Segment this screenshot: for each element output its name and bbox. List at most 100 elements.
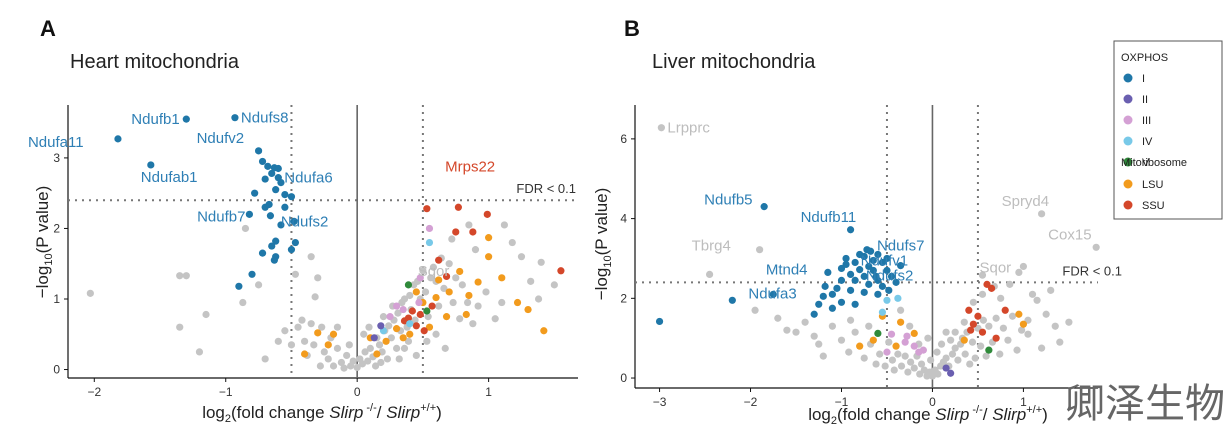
data-point-SSU bbox=[969, 320, 977, 328]
data-point-grey bbox=[361, 348, 369, 356]
data-point-SSU bbox=[442, 272, 451, 281]
data-point-grey bbox=[792, 328, 800, 336]
data-point-grey bbox=[432, 330, 440, 338]
data-point-grey bbox=[274, 337, 282, 345]
data-point-complex-I bbox=[878, 258, 887, 267]
data-point-complex-I bbox=[277, 178, 285, 187]
data-point-grey bbox=[924, 334, 932, 342]
panel-a-ylabel-post: (P value) bbox=[33, 186, 52, 254]
data-point-grey bbox=[961, 350, 969, 358]
data-point-grey bbox=[942, 328, 950, 336]
data-point-grey bbox=[349, 357, 357, 365]
data-point-complex-I bbox=[281, 190, 289, 199]
panel-b-x-tick-label: 1 bbox=[1020, 395, 1027, 409]
data-point-grey bbox=[474, 302, 482, 310]
data-point-complex-I bbox=[842, 254, 850, 263]
data-point-LSU bbox=[524, 305, 532, 314]
data-point-grey bbox=[876, 350, 884, 358]
data-point-grey bbox=[419, 267, 427, 275]
data-point-grey bbox=[307, 253, 315, 261]
data-point-grey bbox=[1033, 296, 1041, 304]
data-point-grey bbox=[343, 351, 351, 360]
data-point-grey bbox=[978, 271, 987, 279]
data-point-LSU bbox=[897, 318, 905, 326]
data-point-grey bbox=[951, 328, 959, 336]
data-point-grey bbox=[897, 362, 906, 370]
data-point-complex-I bbox=[268, 169, 276, 178]
gene-label-ndufb5: Ndufb5 bbox=[704, 192, 752, 209]
data-point-complex-I bbox=[231, 114, 239, 122]
data-point-grey bbox=[423, 337, 431, 345]
gene-label-ndufa11: Ndufa11 bbox=[28, 134, 84, 151]
data-point-grey bbox=[774, 314, 782, 322]
data-point-grey bbox=[320, 348, 328, 356]
data-point-complex-I bbox=[856, 266, 864, 274]
panel-a-xlabel-sup2: +/+ bbox=[420, 402, 436, 414]
data-point-grey bbox=[241, 224, 250, 233]
panel-b-x-tick-label: −1 bbox=[835, 395, 849, 409]
data-point-grey bbox=[1017, 326, 1026, 334]
panel-a-y-tick-label: 1 bbox=[53, 292, 60, 306]
data-point-complex-I bbox=[655, 317, 664, 326]
data-point-SSU bbox=[408, 307, 416, 315]
data-point-grey bbox=[345, 341, 353, 349]
gene-label-lrpprc: Lrpprc bbox=[667, 120, 710, 137]
data-point-complex-I bbox=[851, 300, 859, 308]
data-point-grey bbox=[394, 309, 402, 317]
data-point-complex-I bbox=[874, 250, 882, 259]
data-point-grey bbox=[885, 338, 893, 346]
panel-a-y-tick-label: 2 bbox=[53, 221, 60, 235]
data-point-complex-I bbox=[287, 246, 296, 254]
panel-a-x-tick-label: 0 bbox=[354, 385, 361, 399]
data-point-LSU bbox=[432, 293, 440, 302]
data-point-SSU bbox=[404, 314, 413, 322]
legend-oxphos-item-label: III bbox=[1142, 115, 1151, 127]
data-point-grey bbox=[364, 357, 372, 365]
data-point-LSU bbox=[856, 342, 864, 350]
data-point-complex-I bbox=[810, 310, 818, 318]
panel-b-x-tick-label: 0 bbox=[929, 395, 936, 409]
data-point-SSU bbox=[978, 328, 987, 336]
data-point-grey bbox=[920, 366, 928, 374]
data-point-grey bbox=[377, 358, 385, 367]
data-point-grey bbox=[176, 272, 184, 280]
data-point-grey bbox=[1092, 243, 1100, 251]
data-point-grey bbox=[881, 362, 889, 370]
data-point-grey bbox=[294, 323, 302, 331]
gene-label-ndufs2: Ndufs2 bbox=[866, 267, 914, 284]
watermark: 卿泽生物 bbox=[1065, 381, 1225, 427]
panel-a-xlabel-gene2: Slirp bbox=[386, 403, 420, 422]
data-point-LSU bbox=[435, 276, 443, 284]
data-point-complex-I bbox=[251, 189, 259, 197]
data-point-grey bbox=[469, 320, 477, 328]
data-point-grey bbox=[406, 291, 414, 300]
data-point-grey bbox=[371, 362, 380, 370]
panel-b-xlabel-end: ) bbox=[1042, 405, 1048, 424]
data-point-complex-I bbox=[272, 186, 280, 194]
legend-oxphos-item-swatch bbox=[1123, 157, 1133, 167]
data-point-LSU bbox=[445, 288, 453, 296]
panel-a-xlabel-sub: 2 bbox=[225, 413, 231, 425]
data-point-SSU bbox=[965, 306, 973, 314]
panel-b-y-axis-title: −log10(P value) bbox=[592, 188, 614, 301]
data-point-grey bbox=[281, 327, 289, 335]
data-point-complex-I bbox=[277, 221, 285, 229]
data-point-SSU bbox=[483, 210, 491, 218]
data-point-SSU bbox=[987, 284, 996, 292]
panel-a-points bbox=[86, 114, 565, 372]
data-point-grey bbox=[1015, 268, 1023, 277]
data-point-grey bbox=[756, 246, 764, 254]
data-point-grey bbox=[340, 364, 348, 372]
data-point-grey bbox=[287, 341, 296, 349]
data-point-grey bbox=[537, 258, 545, 266]
data-point-LSU bbox=[513, 298, 522, 307]
data-point-complex-III bbox=[393, 302, 401, 310]
panel-a-fdr-threshold: FDR < 0.1 bbox=[68, 181, 578, 202]
data-point-SSU bbox=[416, 310, 424, 319]
data-point-grey bbox=[977, 342, 985, 350]
data-point-grey bbox=[815, 340, 823, 348]
data-point-grey bbox=[969, 298, 977, 306]
data-point-grey bbox=[387, 334, 395, 342]
